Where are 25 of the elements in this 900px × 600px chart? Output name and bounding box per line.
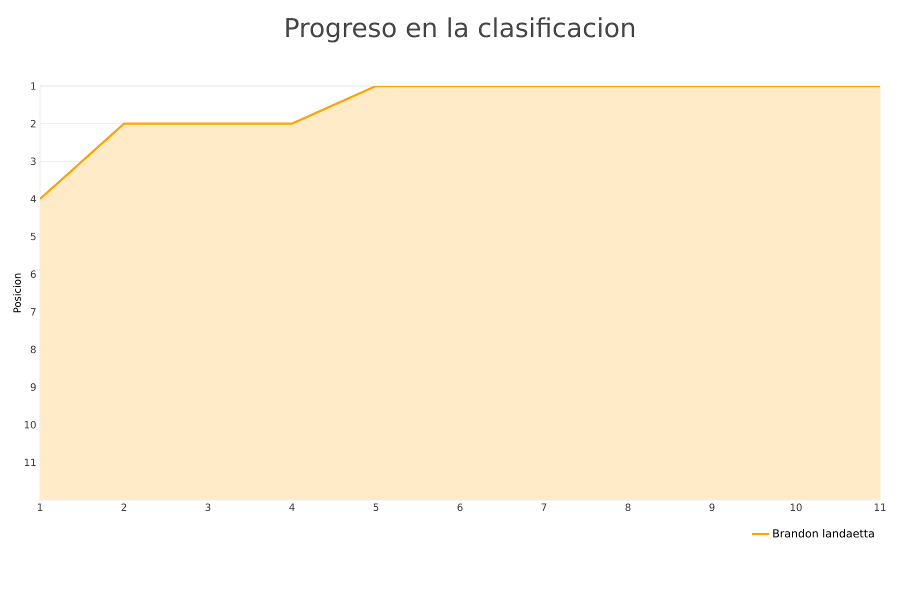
x-tick-label: 5 — [374, 504, 378, 511]
x-tick-label: 8 — [626, 504, 630, 512]
x-tick-label: 11 — [874, 504, 886, 511]
x-tick-label: 3 — [206, 504, 210, 512]
y-axis-title: Posicion — [13, 274, 21, 312]
y-tick-label: 11 — [24, 458, 36, 466]
y-tick-label: 8 — [30, 346, 36, 354]
y-tick-label: 2 — [30, 120, 36, 128]
y-tick-label: 10 — [24, 420, 36, 429]
x-tick-label: 9 — [709, 504, 714, 512]
y-tick-label: 3 — [30, 157, 36, 166]
x-tick-label: 4 — [289, 504, 295, 511]
x-tick-label: 6 — [458, 504, 463, 512]
y-tick-label: 6 — [30, 270, 36, 278]
y-tick-label: 9 — [30, 383, 36, 391]
x-tick-label: 1 — [38, 504, 42, 511]
x-tick-label: 7 — [542, 504, 546, 511]
y-tick-label: 1 — [31, 82, 36, 90]
y-tick-label: 7 — [30, 308, 36, 316]
x-tick-label: 2 — [122, 504, 126, 511]
chart-title: Progreso en la clasificacion — [286, 17, 634, 42]
y-tick-label: 5 — [30, 232, 36, 240]
legend-label: Brandon landaetta — [773, 529, 874, 538]
y-tick-label: 4 — [30, 195, 36, 203]
x-tick-label: 10 — [790, 504, 802, 512]
